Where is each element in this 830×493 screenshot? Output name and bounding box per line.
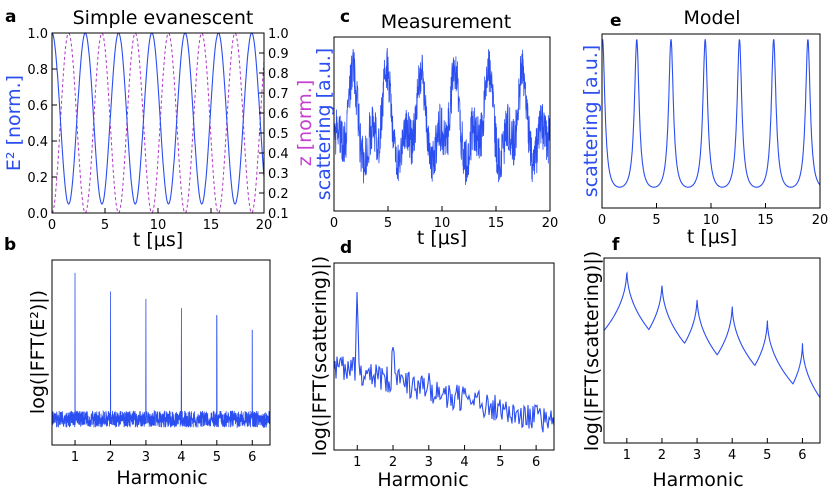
frame-b	[51, 259, 271, 446]
ylabel-right-a: z [norm.]	[294, 80, 316, 167]
xlabel-f: Harmonic	[652, 469, 743, 491]
xtick-label-a: 15	[203, 218, 220, 233]
xtick-label: 3	[425, 455, 433, 470]
xtick-label: 20	[542, 216, 559, 231]
plot-b: 1 2 3 4 5 6	[51, 272, 271, 465]
title-e: Model	[683, 7, 740, 29]
xtick-label: 2	[106, 450, 114, 465]
xtick-label-a: 5	[101, 218, 109, 233]
xtick-label: 5	[496, 455, 504, 470]
plot-c: 0 5 10 15 20	[330, 47, 559, 231]
frame-d	[333, 262, 555, 451]
ytick-right-label-a: 0.7	[268, 87, 289, 102]
plot-d: 1 2 3 4 5 6	[333, 291, 555, 470]
xtick-label: 1	[623, 448, 631, 463]
ytick-right-label-a: 0.3	[268, 167, 289, 182]
ytick-right-label-a: 0.4	[268, 147, 289, 162]
series-e2-line	[51, 32, 265, 205]
plot-e: 0 5 10 15 20	[598, 39, 828, 228]
ylabel-d: log(|FFT(scattering)|)	[309, 256, 331, 456]
ytick-label-a: 0.2	[27, 171, 48, 186]
ytick-label-a: 1.0	[27, 27, 48, 42]
xtick-label-a: 20	[256, 218, 273, 233]
panel-label-b: b	[4, 235, 16, 255]
xtick-label: 4	[728, 448, 736, 463]
plot-a: 0 5 10 15 20 0.0 0.2 0.4 0.6 0.8 1.0 0.1 0.2 0.3 0.4 0.…	[27, 27, 288, 233]
ylabel-c: scattering [a.u.]	[313, 48, 335, 200]
xtick-label-a: 10	[150, 218, 167, 233]
ytick-right-label-a: 0.1	[268, 207, 289, 222]
xtick-label: 0	[598, 213, 606, 228]
xtick-label: 2	[389, 455, 397, 470]
xlabel-a: t [μs]	[133, 229, 183, 251]
ytick-right-label-a: 0.8	[268, 67, 289, 82]
ytick-right-label-a: 0.9	[268, 47, 289, 62]
series-fft-measured	[333, 291, 555, 433]
xtick-label: 1	[353, 455, 361, 470]
xtick-label: 4	[177, 450, 185, 465]
frame-e	[601, 33, 821, 209]
panel-label-f: f	[612, 235, 620, 255]
xtick-label: 6	[532, 455, 540, 470]
panel-label-e: e	[610, 11, 622, 31]
panel-label-a: a	[5, 7, 16, 27]
series-fft-e2	[51, 272, 271, 429]
title-c: Measurement	[381, 11, 511, 33]
xtick-label: 3	[142, 450, 150, 465]
xlabel-d: Harmonic	[377, 469, 468, 491]
xtick-label: 6	[248, 450, 256, 465]
ylabel-f: log(|FFT(scattering)|)	[581, 251, 603, 451]
xlabel-b: Harmonic	[116, 467, 207, 489]
xtick-label: 10	[434, 216, 451, 231]
ytick-right-label-a: 1.0	[268, 27, 289, 42]
ylabel-a: E² [norm.]	[3, 75, 25, 171]
xtick-label-a: 0	[48, 218, 56, 233]
xtick-label: 20	[812, 213, 829, 228]
xtick-label: 0	[330, 216, 338, 231]
frame-a	[51, 32, 265, 214]
xtick-label: 4	[460, 455, 468, 470]
series-z-dashed	[51, 32, 265, 214]
ytick-right-label-a: 0.2	[268, 187, 289, 202]
ylabel-b: log(|FFT(E²)|)	[27, 290, 49, 414]
ytick-label-a: 0.0	[27, 207, 48, 222]
ylabel-e: scattering [a.u.]	[580, 45, 602, 197]
xlabel-e: t [μs]	[687, 226, 737, 248]
xtick-label: 1	[71, 450, 79, 465]
xtick-label: 15	[488, 216, 505, 231]
ytick-label-a: 0.6	[27, 99, 48, 114]
ytick-label-a: 0.8	[27, 63, 48, 78]
xtick-label: 3	[693, 448, 701, 463]
plot-f: 1 2 3 4 5 6	[603, 271, 821, 463]
ytick-right-label-a: 0.5	[268, 127, 289, 142]
xtick-label: 15	[757, 213, 774, 228]
frame-f	[603, 257, 821, 444]
xtick-label: 6	[798, 448, 806, 463]
xtick-label: 5	[763, 448, 771, 463]
title-a: Simple evanescent	[73, 7, 254, 29]
panel-label-c: c	[340, 7, 350, 27]
xtick-label: 5	[652, 213, 660, 228]
series-measured	[333, 47, 551, 186]
ytick-label-a: 0.4	[27, 135, 48, 150]
xtick-label: 2	[658, 448, 666, 463]
series-fft-model	[603, 271, 821, 398]
panel-label-d: d	[340, 238, 352, 258]
ytick-right-label-a: 0.6	[268, 107, 289, 122]
xlabel-c: t [μs]	[417, 227, 467, 249]
xtick-label: 5	[213, 450, 221, 465]
series-model	[601, 39, 821, 188]
frame-c	[333, 36, 551, 212]
xtick-label: 10	[703, 213, 720, 228]
xtick-label: 5	[384, 216, 392, 231]
